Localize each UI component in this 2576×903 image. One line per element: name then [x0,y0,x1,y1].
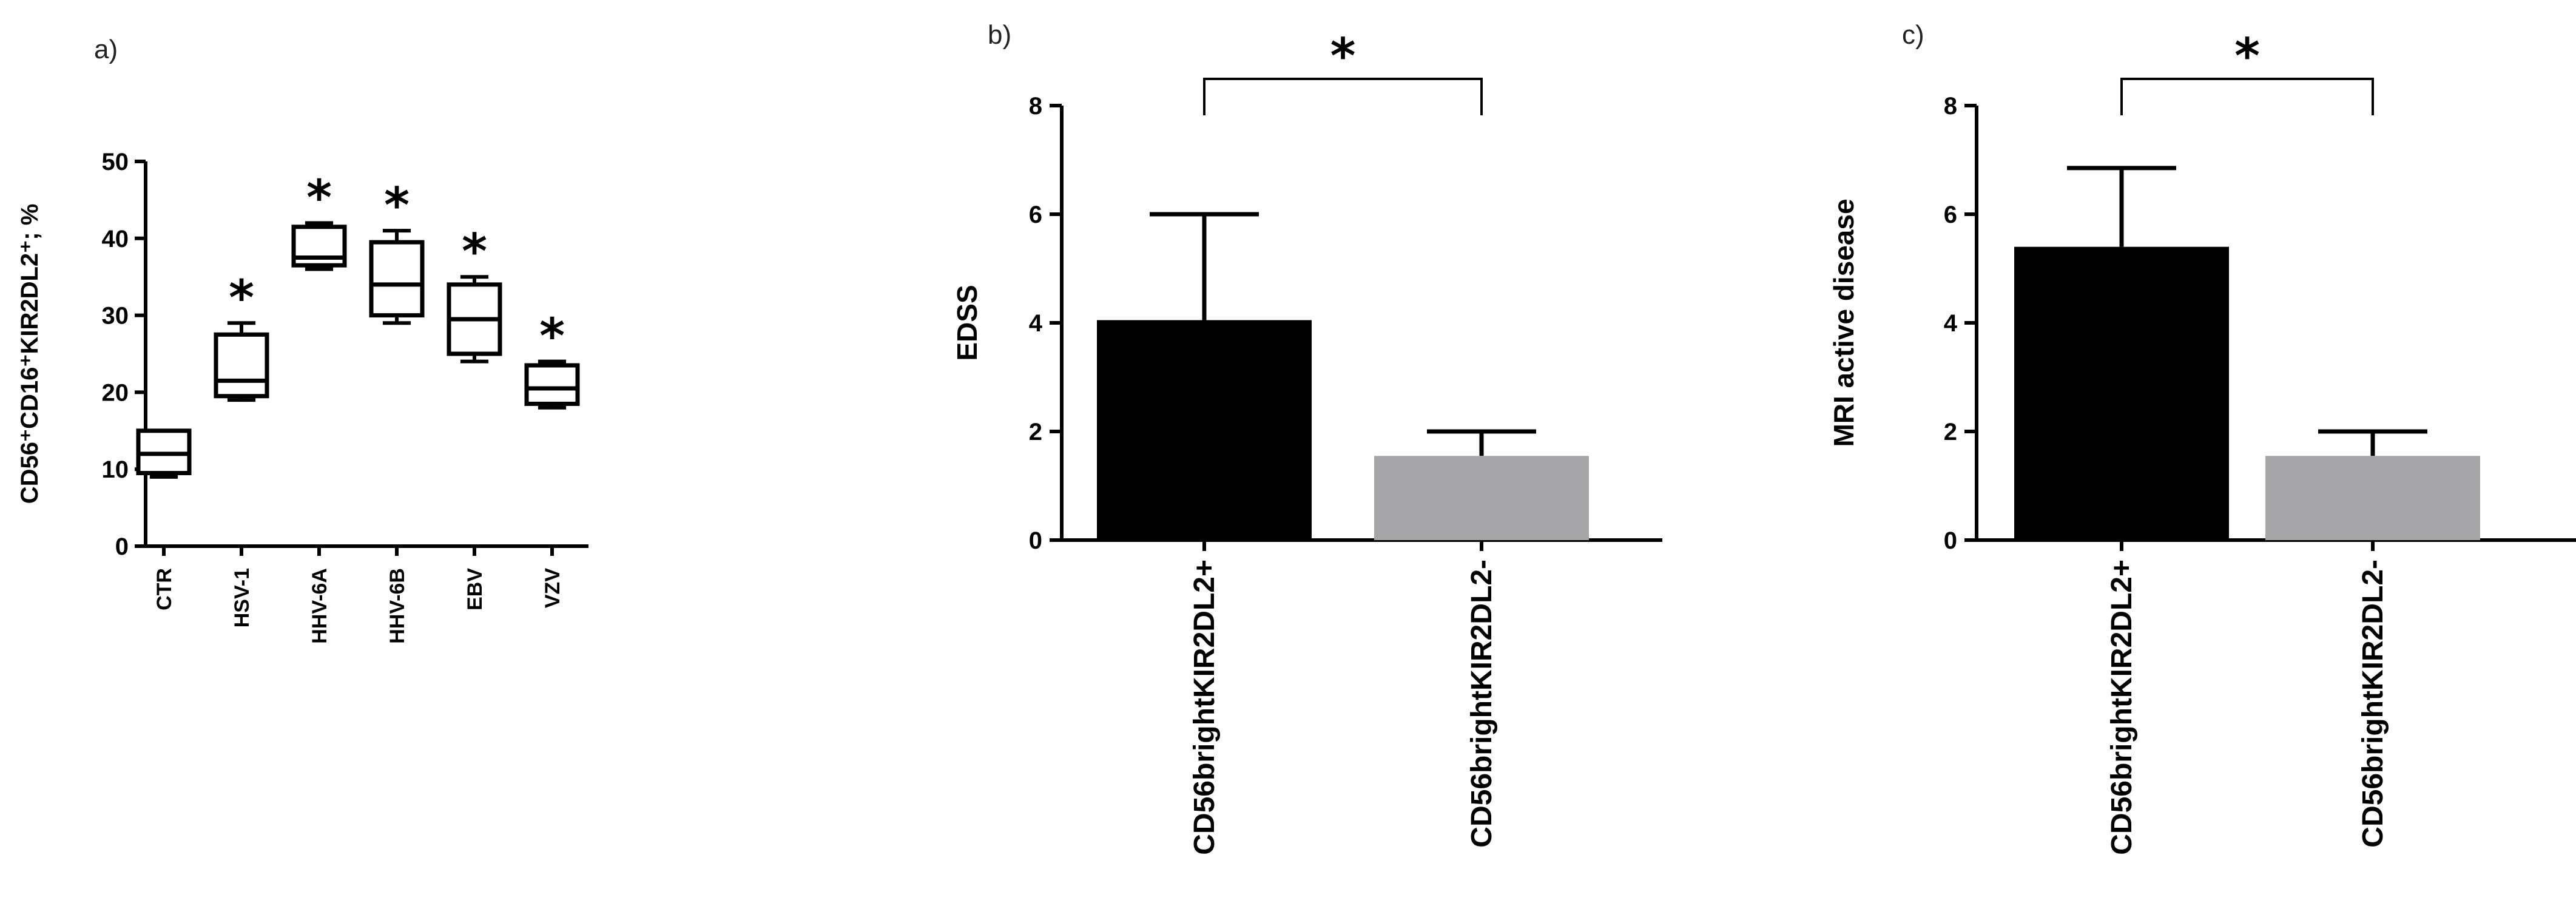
x-tick-label: HHV-6A [308,568,331,644]
y-axis-label: MRI active disease [1828,198,1860,447]
box-iqr [524,363,580,406]
box-iqr [214,332,269,399]
x-tick-label: CTR [153,568,176,610]
y-tick-label: 30 [102,303,129,330]
significance-star: * [306,169,332,226]
panel-label: c) [1902,20,1924,50]
bar-2 [1374,456,1589,540]
y-tick-label: 4 [1029,310,1043,337]
box-ebv [447,275,502,364]
panel-a-boxplot: a) 0 10 20 30 40 50 CD56⁺CD16⁺KIR2DL2⁺; % CTR HSV… [16,35,588,644]
significance-star: * [462,223,487,280]
box-vzv [524,359,580,410]
y-tick-label: 40 [102,226,129,252]
y-tick-label: 6 [1029,201,1042,228]
panel-label: a) [94,35,118,64]
significance-star: * [1330,28,1356,84]
y-axis-label: EDSS [951,285,983,360]
x-tick-label: HHV-6B [386,568,409,644]
y-tick-label: 20 [102,379,129,406]
box-ctr [136,428,192,479]
y-axis-label: CD56⁺CD16⁺KIR2DL2⁺; % [16,204,43,504]
y-tick-label: 0 [1944,527,1957,554]
x-tick-label: CD56brightKIR2DL2+ [2106,560,2138,855]
y-tick-label: 50 [102,149,129,175]
y-tick-label: 8 [1944,93,1957,120]
box-hhv-6b [369,229,425,325]
x-tick-label: CD56brightKIR2DL2- [2357,560,2389,848]
y-tick-label: 8 [1029,93,1042,120]
bar-1 [1097,320,1312,540]
significance-star: * [384,177,410,234]
bar-2 [2265,456,2480,540]
panel-c-bar-chart: c) 0 2 4 6 8 MRI active disease CD56brightKIR2D… [1828,20,2576,855]
significance-star: * [539,308,565,365]
x-tick-label: CD56brightKIR2DL2+ [1189,560,1221,855]
panel-b-bar-chart: b) 0 2 4 6 8 EDSS CD56brightKIR2DL2+ CD56brightK… [951,20,1662,855]
x-tick-label: EBV [464,568,487,610]
x-tick-label: CD56brightKIR2DL2- [1466,560,1498,848]
y-tick-label: 2 [1029,419,1042,445]
significance-star: * [2234,28,2260,84]
box-hsv-1 [214,321,269,402]
box-iqr [369,240,425,318]
significance-bracket [1203,78,1483,115]
y-tick-label: 0 [115,533,129,560]
bar-1 [2014,246,2229,540]
significance-star: * [229,269,254,326]
x-tick-label: HSV-1 [231,568,254,627]
x-tick-label: VZV [541,568,564,608]
y-tick-label: 2 [1944,419,1957,445]
y-tick-label: 0 [1029,527,1042,554]
y-tick-label: 10 [102,456,129,483]
panel-label: b) [988,20,1011,50]
box-hhv-6a [291,221,347,271]
y-tick-label: 6 [1944,201,1957,228]
significance-bracket [2120,78,2374,115]
y-tick-label: 4 [1944,310,1958,337]
